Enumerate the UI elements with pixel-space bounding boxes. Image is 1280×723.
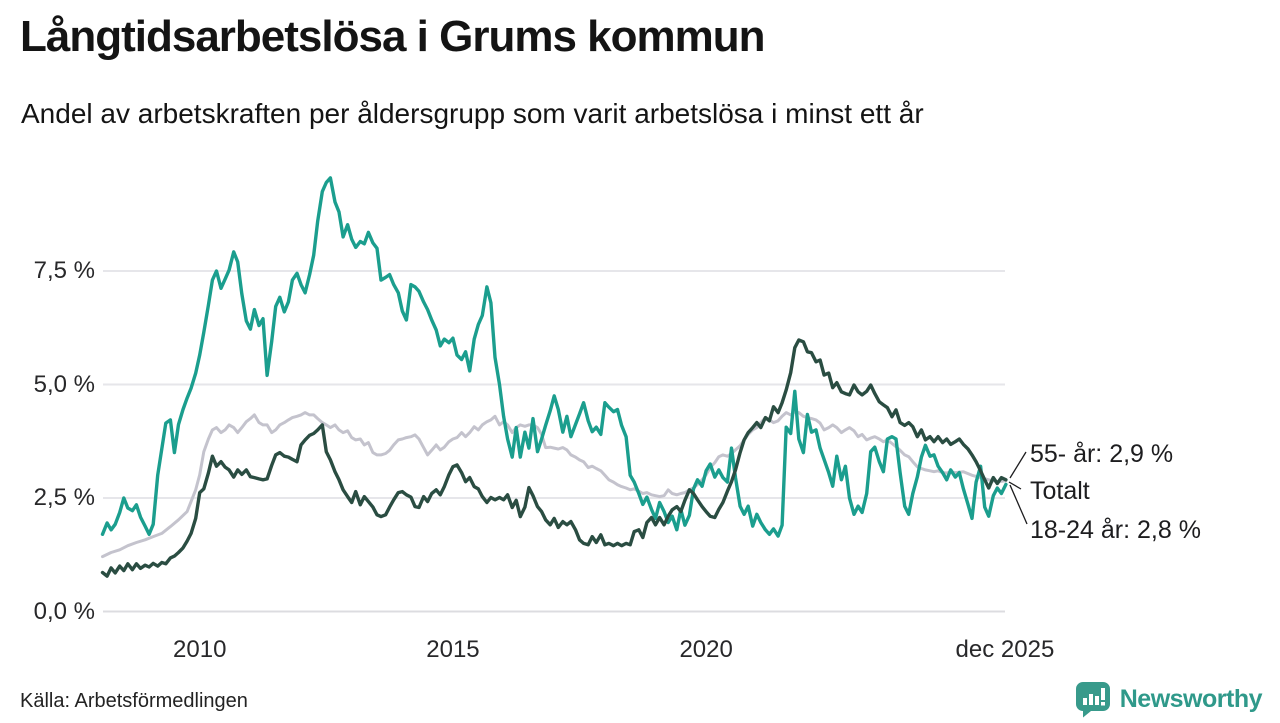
newsworthy-logo[interactable]: Newsworthy xyxy=(1074,681,1263,718)
series-line-Totalt xyxy=(101,410,1008,559)
newsworthy-bubble-chart-icon xyxy=(1074,681,1112,718)
series-line-55-r xyxy=(100,338,1008,578)
newsworthy-wordmark: Newsworthy xyxy=(1119,685,1263,713)
x-axis-label-0: 2010 xyxy=(173,636,227,663)
leader-line-youth xyxy=(1009,484,1028,525)
y-axis-label-3: 7,5 % xyxy=(33,257,95,284)
x-axis-label-2: 2020 xyxy=(679,636,733,663)
end-label-youth: 18-24 år: 2,8 % xyxy=(1030,516,1201,544)
x-axis-label-3: dec 2025 xyxy=(955,636,1055,663)
series-line-18-24r xyxy=(100,176,1008,538)
end-label-total: Totalt xyxy=(1030,477,1090,505)
y-axis-label-2: 5,0 % xyxy=(33,370,95,398)
y-axis-label-0: 0,0 % xyxy=(33,597,95,625)
source-note: Källa: Arbetsförmedlingen xyxy=(20,690,248,712)
leader-line-senior xyxy=(1009,451,1027,479)
x-axis-label-1: 2015 xyxy=(426,636,480,663)
y-axis-label-1: 2,5 % xyxy=(33,484,95,511)
page-title: Långtidsarbetslösa i Grums kommun xyxy=(20,12,765,61)
page-subtitle: Andel av arbetskraften per åldersgrupp s… xyxy=(21,98,924,129)
end-label-senior: 55- år: 2,9 % xyxy=(1030,440,1174,468)
leader-line-total xyxy=(1008,481,1022,490)
